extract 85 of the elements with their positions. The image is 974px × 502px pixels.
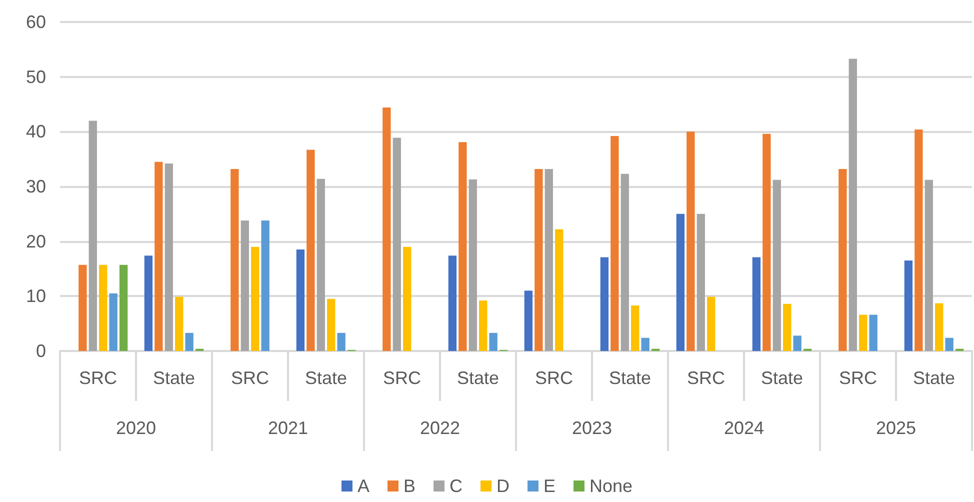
bar <box>696 214 705 351</box>
y-tick-label: 0 <box>36 341 46 361</box>
bar <box>686 132 695 351</box>
text: 2024 <box>724 418 764 438</box>
x-tick-label: State <box>608 368 652 388</box>
bar <box>88 120 97 351</box>
x-tick-label: State <box>304 368 348 388</box>
x-tick-label: SRC <box>686 368 726 388</box>
y-tick-label: 50 <box>26 66 46 87</box>
bar <box>772 180 781 351</box>
legend-label: A <box>357 476 370 496</box>
bar <box>316 178 325 351</box>
x-tick-label: SRC <box>534 368 574 388</box>
bar <box>555 229 564 351</box>
bar <box>448 256 457 351</box>
bar <box>164 163 173 351</box>
bar <box>296 250 305 351</box>
bar <box>793 336 802 351</box>
bar <box>78 264 87 351</box>
bar <box>524 290 533 351</box>
bar <box>251 246 260 351</box>
bar <box>676 214 685 351</box>
bar <box>848 58 857 351</box>
bar <box>306 150 315 351</box>
bar <box>924 180 933 351</box>
y-tick-label: 10 <box>26 286 46 306</box>
bar <box>327 298 336 351</box>
y-tick-label: 20 <box>26 231 46 252</box>
x-tick-label: State <box>760 368 804 388</box>
x-tick-label: SRC <box>838 368 878 388</box>
bar <box>337 332 346 351</box>
x-tick-label: State <box>456 368 500 388</box>
x-tick-label: State <box>912 368 956 388</box>
y-tick-label: 40 <box>26 122 46 142</box>
text: 2021 <box>268 418 308 438</box>
bar <box>752 257 761 351</box>
bar <box>762 134 771 351</box>
bar <box>620 174 629 351</box>
bar <box>783 304 792 351</box>
bar <box>869 314 878 351</box>
legend-label: E <box>543 476 556 496</box>
x-tick-label: State <box>152 368 196 388</box>
bar <box>945 338 954 351</box>
bar <box>392 138 401 351</box>
bar <box>600 257 609 351</box>
text: 2022 <box>420 418 460 438</box>
bar <box>641 338 650 351</box>
y-tick-label: 60 <box>26 12 46 32</box>
bar <box>859 314 868 351</box>
bar <box>610 136 619 351</box>
bar <box>631 305 640 351</box>
bar <box>230 168 239 351</box>
bar <box>534 168 543 351</box>
legend-label: C <box>449 476 462 496</box>
bar <box>144 256 153 351</box>
bar <box>458 142 467 351</box>
bar <box>154 162 163 351</box>
bar <box>935 303 944 351</box>
legend-label: None <box>589 476 633 496</box>
bar <box>175 296 184 351</box>
bar <box>261 220 270 351</box>
bar <box>119 264 128 351</box>
bar <box>468 179 477 351</box>
text: 2020 <box>116 418 156 438</box>
legend-label: D <box>496 476 510 496</box>
bar <box>479 300 488 351</box>
bar <box>489 332 498 351</box>
bar <box>185 332 194 351</box>
text: 2025 <box>876 418 916 438</box>
bar <box>109 293 118 351</box>
x-tick-label: SRC <box>230 368 270 388</box>
bar <box>240 220 249 351</box>
legend-label: B <box>403 476 416 496</box>
x-tick-label: SRC <box>78 368 118 388</box>
bar <box>904 260 913 351</box>
bar <box>382 108 391 351</box>
x-tick-label: SRC <box>382 368 422 388</box>
bar <box>544 168 553 351</box>
text: 2023 <box>572 418 612 438</box>
bar <box>403 246 412 351</box>
y-tick-label: 30 <box>26 176 46 196</box>
bar <box>707 296 716 351</box>
bar <box>99 264 108 351</box>
bar <box>838 168 847 351</box>
bar <box>914 129 923 351</box>
